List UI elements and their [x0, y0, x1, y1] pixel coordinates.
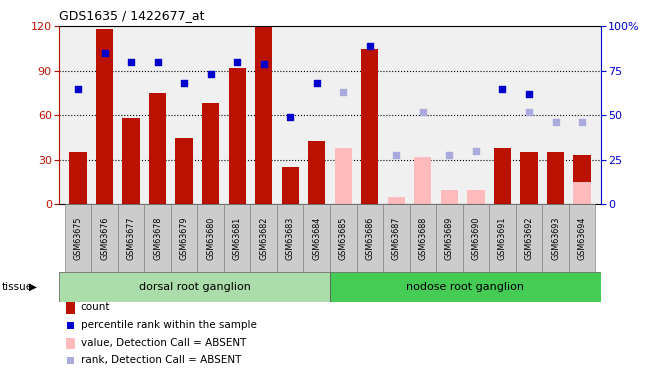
Point: [444, 152, 455, 157]
FancyBboxPatch shape: [197, 204, 224, 272]
Point: [285, 114, 296, 120]
Text: GSM63688: GSM63688: [418, 216, 428, 260]
FancyBboxPatch shape: [250, 204, 277, 272]
FancyBboxPatch shape: [330, 272, 601, 302]
Point: [577, 119, 587, 125]
FancyBboxPatch shape: [463, 204, 489, 272]
Text: dorsal root ganglion: dorsal root ganglion: [139, 282, 251, 292]
Bar: [387, 197, 405, 204]
Text: ▶: ▶: [29, 282, 37, 292]
FancyBboxPatch shape: [489, 204, 515, 272]
FancyBboxPatch shape: [330, 204, 356, 272]
Text: GSM63684: GSM63684: [312, 216, 321, 260]
Point: [418, 109, 428, 115]
Point: [497, 86, 508, 92]
Text: GSM63690: GSM63690: [471, 216, 480, 260]
Text: GSM63677: GSM63677: [127, 216, 135, 260]
Point: [391, 152, 401, 157]
Text: GSM63679: GSM63679: [180, 216, 189, 260]
Text: GSM63680: GSM63680: [206, 216, 215, 260]
Text: GSM63681: GSM63681: [232, 216, 242, 260]
Bar: [202, 104, 219, 204]
Point: [523, 109, 534, 115]
Point: [152, 59, 163, 65]
Text: GSM63687: GSM63687: [392, 216, 401, 260]
FancyBboxPatch shape: [515, 204, 543, 272]
Bar: [176, 138, 193, 204]
Point: [126, 59, 137, 65]
Point: [259, 61, 269, 67]
Bar: [547, 152, 564, 204]
Text: tissue: tissue: [1, 282, 32, 292]
Bar: [414, 157, 432, 204]
FancyBboxPatch shape: [65, 204, 91, 272]
Text: count: count: [81, 303, 110, 312]
FancyBboxPatch shape: [543, 204, 569, 272]
FancyBboxPatch shape: [117, 204, 145, 272]
Text: GSM63692: GSM63692: [525, 216, 533, 260]
FancyBboxPatch shape: [436, 204, 463, 272]
Text: GDS1635 / 1422677_at: GDS1635 / 1422677_at: [59, 9, 205, 22]
Bar: [122, 118, 140, 204]
Text: nodose root ganglion: nodose root ganglion: [407, 282, 524, 292]
Point: [312, 80, 322, 86]
Point: [99, 50, 110, 56]
Bar: [96, 29, 113, 204]
Bar: [255, 26, 273, 204]
Text: rank, Detection Call = ABSENT: rank, Detection Call = ABSENT: [81, 356, 241, 365]
Text: GSM63675: GSM63675: [73, 216, 82, 260]
Text: GSM63685: GSM63685: [339, 216, 348, 260]
Bar: [574, 155, 591, 204]
Bar: [335, 148, 352, 204]
FancyBboxPatch shape: [569, 204, 595, 272]
Point: [364, 43, 375, 49]
Text: GSM63691: GSM63691: [498, 216, 507, 260]
Bar: [228, 68, 246, 204]
FancyBboxPatch shape: [171, 204, 197, 272]
FancyBboxPatch shape: [383, 204, 410, 272]
FancyBboxPatch shape: [145, 204, 171, 272]
Text: value, Detection Call = ABSENT: value, Detection Call = ABSENT: [81, 338, 246, 348]
Text: GSM63683: GSM63683: [286, 216, 295, 260]
Point: [179, 80, 189, 86]
Bar: [520, 152, 538, 204]
Text: GSM63693: GSM63693: [551, 216, 560, 260]
FancyBboxPatch shape: [356, 204, 383, 272]
Point: [205, 71, 216, 77]
Point: [471, 148, 481, 154]
FancyBboxPatch shape: [410, 204, 436, 272]
Text: GSM63686: GSM63686: [365, 216, 374, 260]
Bar: [467, 189, 484, 204]
Bar: [441, 189, 458, 204]
Point: [338, 89, 348, 95]
Bar: [494, 148, 511, 204]
Point: [73, 86, 83, 92]
Point: [550, 119, 561, 125]
Point: [232, 59, 242, 65]
Text: percentile rank within the sample: percentile rank within the sample: [81, 320, 256, 330]
FancyBboxPatch shape: [277, 204, 304, 272]
Text: GSM63678: GSM63678: [153, 216, 162, 260]
Bar: [308, 141, 325, 204]
FancyBboxPatch shape: [91, 204, 117, 272]
Bar: [69, 152, 86, 204]
Text: GSM63689: GSM63689: [445, 216, 454, 260]
Bar: [361, 48, 378, 204]
Point: [523, 91, 534, 97]
FancyBboxPatch shape: [304, 204, 330, 272]
Text: GSM63676: GSM63676: [100, 216, 109, 260]
Text: GSM63694: GSM63694: [578, 216, 587, 260]
FancyBboxPatch shape: [59, 272, 330, 302]
FancyBboxPatch shape: [224, 204, 250, 272]
Bar: [149, 93, 166, 204]
Bar: [282, 167, 299, 204]
Text: GSM63682: GSM63682: [259, 216, 268, 260]
Bar: [574, 182, 591, 204]
